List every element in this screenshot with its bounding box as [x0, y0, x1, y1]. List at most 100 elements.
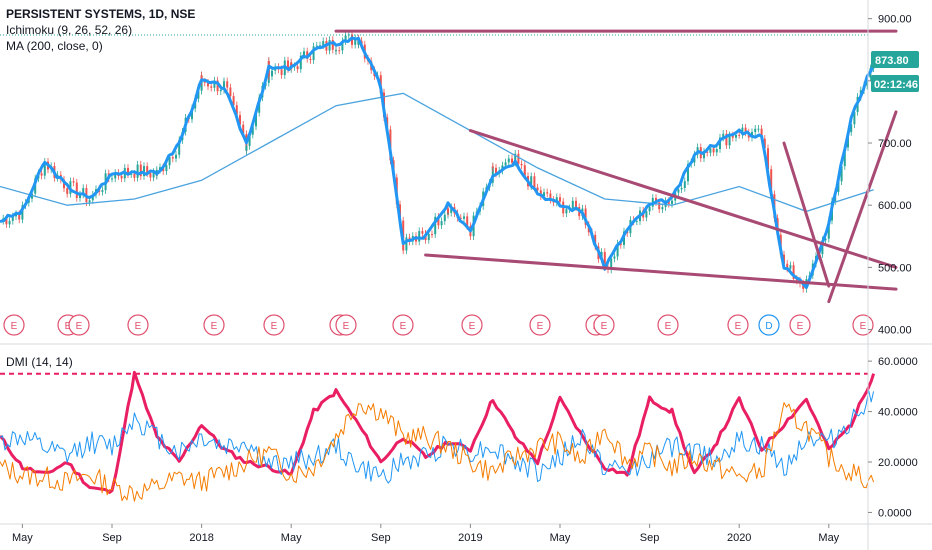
- candle-body: [197, 90, 200, 99]
- candle-body: [159, 167, 161, 170]
- candle-body: [229, 87, 232, 97]
- dmi-axis[interactable]: 60.0000 40.0000 20.0000 0.0000: [868, 356, 918, 519]
- candle-body: [213, 80, 216, 88]
- dmi-series-minusdi: [0, 402, 875, 502]
- ma-200-line: [0, 92, 874, 213]
- candle-body: [789, 265, 792, 269]
- earnings-marker: [727, 314, 749, 336]
- candle-body: [207, 82, 209, 87]
- ichimoku-legend[interactable]: Ichimoku (9, 26, 52, 26): [6, 23, 133, 37]
- candle-body: [843, 147, 846, 167]
- candle-body: [520, 163, 523, 166]
- candle-body: [667, 201, 670, 204]
- candle-body: [619, 243, 622, 246]
- candle-body: [603, 251, 606, 268]
- candle-body: [11, 216, 14, 221]
- candle-body: [770, 169, 773, 195]
- price-tick-label: 900.00: [878, 14, 912, 26]
- last-price-badge: [871, 51, 919, 68]
- candle-body: [242, 124, 245, 135]
- trendline: [782, 141, 831, 288]
- candle-body: [299, 55, 302, 70]
- price-tick-label: 400.00: [878, 325, 912, 337]
- candle-body: [40, 173, 43, 176]
- candle-body: [309, 58, 312, 61]
- candle-body: [235, 105, 238, 116]
- candle-body: [853, 111, 856, 125]
- candle-body: [431, 234, 433, 236]
- dmi-series-adx: [0, 370, 876, 494]
- candle-body: [719, 137, 721, 150]
- time-tick-label: Sep: [371, 532, 391, 544]
- candle-body: [219, 89, 222, 92]
- event-marker-label: D: [765, 321, 772, 332]
- candle-body: [744, 127, 747, 133]
- candle-body: [459, 217, 462, 219]
- candle-body: [850, 124, 853, 133]
- candle-body: [223, 81, 225, 83]
- candle-body: [539, 190, 542, 197]
- candle-body: [731, 135, 734, 138]
- candle-body: [571, 200, 574, 209]
- candle-body: [226, 81, 229, 88]
- candle-body: [335, 50, 337, 52]
- earnings-marker: [335, 314, 357, 336]
- candle-body: [824, 238, 827, 241]
- candle-body: [287, 60, 289, 70]
- candle-body: [536, 187, 539, 191]
- event-markers[interactable]: EEEEEEEEEEEEEEEDEE: [3, 314, 874, 336]
- candle-body: [709, 148, 712, 153]
- countdown-badge: [871, 75, 919, 92]
- candle-body: [136, 164, 139, 178]
- event-marker-label: E: [211, 321, 218, 332]
- candle-body: [31, 193, 33, 199]
- candle-body: [232, 96, 235, 106]
- candle-body: [418, 231, 421, 242]
- event-marker-label: E: [665, 321, 672, 332]
- candle-body: [610, 258, 613, 270]
- dmi-lines: [0, 370, 876, 502]
- candle-body: [683, 181, 686, 188]
- event-marker-label: E: [135, 321, 142, 332]
- legend-header: PERSISTENT SYSTEMS, 1D, NSE Ichimoku (9,…: [6, 6, 195, 54]
- earnings-marker: [203, 314, 225, 336]
- candle-body: [687, 163, 689, 182]
- candle-body: [149, 173, 152, 178]
- candle-body: [434, 216, 437, 235]
- candle-body: [469, 231, 472, 237]
- price-badges: 873.80 02:12:46: [871, 51, 919, 92]
- candle-body: [443, 214, 446, 222]
- ma-legend[interactable]: MA (200, close, 0): [6, 39, 103, 53]
- candle-body: [152, 172, 155, 178]
- candle-body: [421, 231, 424, 234]
- candle-body: [495, 167, 497, 174]
- candle-body: [559, 197, 561, 202]
- candle-body: [645, 211, 648, 218]
- time-axis[interactable]: May Sep 2018 May Sep 2019 May Sep 2020 May: [12, 524, 840, 544]
- candle-body: [549, 193, 552, 200]
- event-marker-label: E: [860, 321, 867, 332]
- candle-body: [5, 218, 8, 225]
- earnings-marker: [392, 314, 414, 336]
- candle-body: [290, 62, 293, 67]
- symbol-title[interactable]: PERSISTENT SYSTEMS, 1D, NSE: [6, 7, 196, 21]
- candle-body: [127, 167, 129, 175]
- time-tick-label: May: [281, 532, 302, 544]
- candle-body: [402, 243, 405, 251]
- dmi-tick-label: 0.0000: [878, 507, 912, 519]
- price-line-layer: [0, 36, 876, 289]
- event-marker-label: E: [797, 321, 804, 332]
- candle-body: [613, 256, 616, 259]
- candle-body: [75, 182, 78, 199]
- price-tick-label: 700.00: [878, 138, 912, 150]
- candle-body: [507, 158, 510, 163]
- candle-body: [72, 181, 75, 183]
- candle-body: [783, 254, 785, 264]
- candle-body: [530, 176, 533, 187]
- candle-body: [715, 149, 718, 153]
- dmi-legend[interactable]: DMI (14, 14): [6, 354, 73, 370]
- candle-body: [146, 166, 149, 174]
- candle-body: [523, 165, 526, 176]
- candle-body: [575, 200, 577, 208]
